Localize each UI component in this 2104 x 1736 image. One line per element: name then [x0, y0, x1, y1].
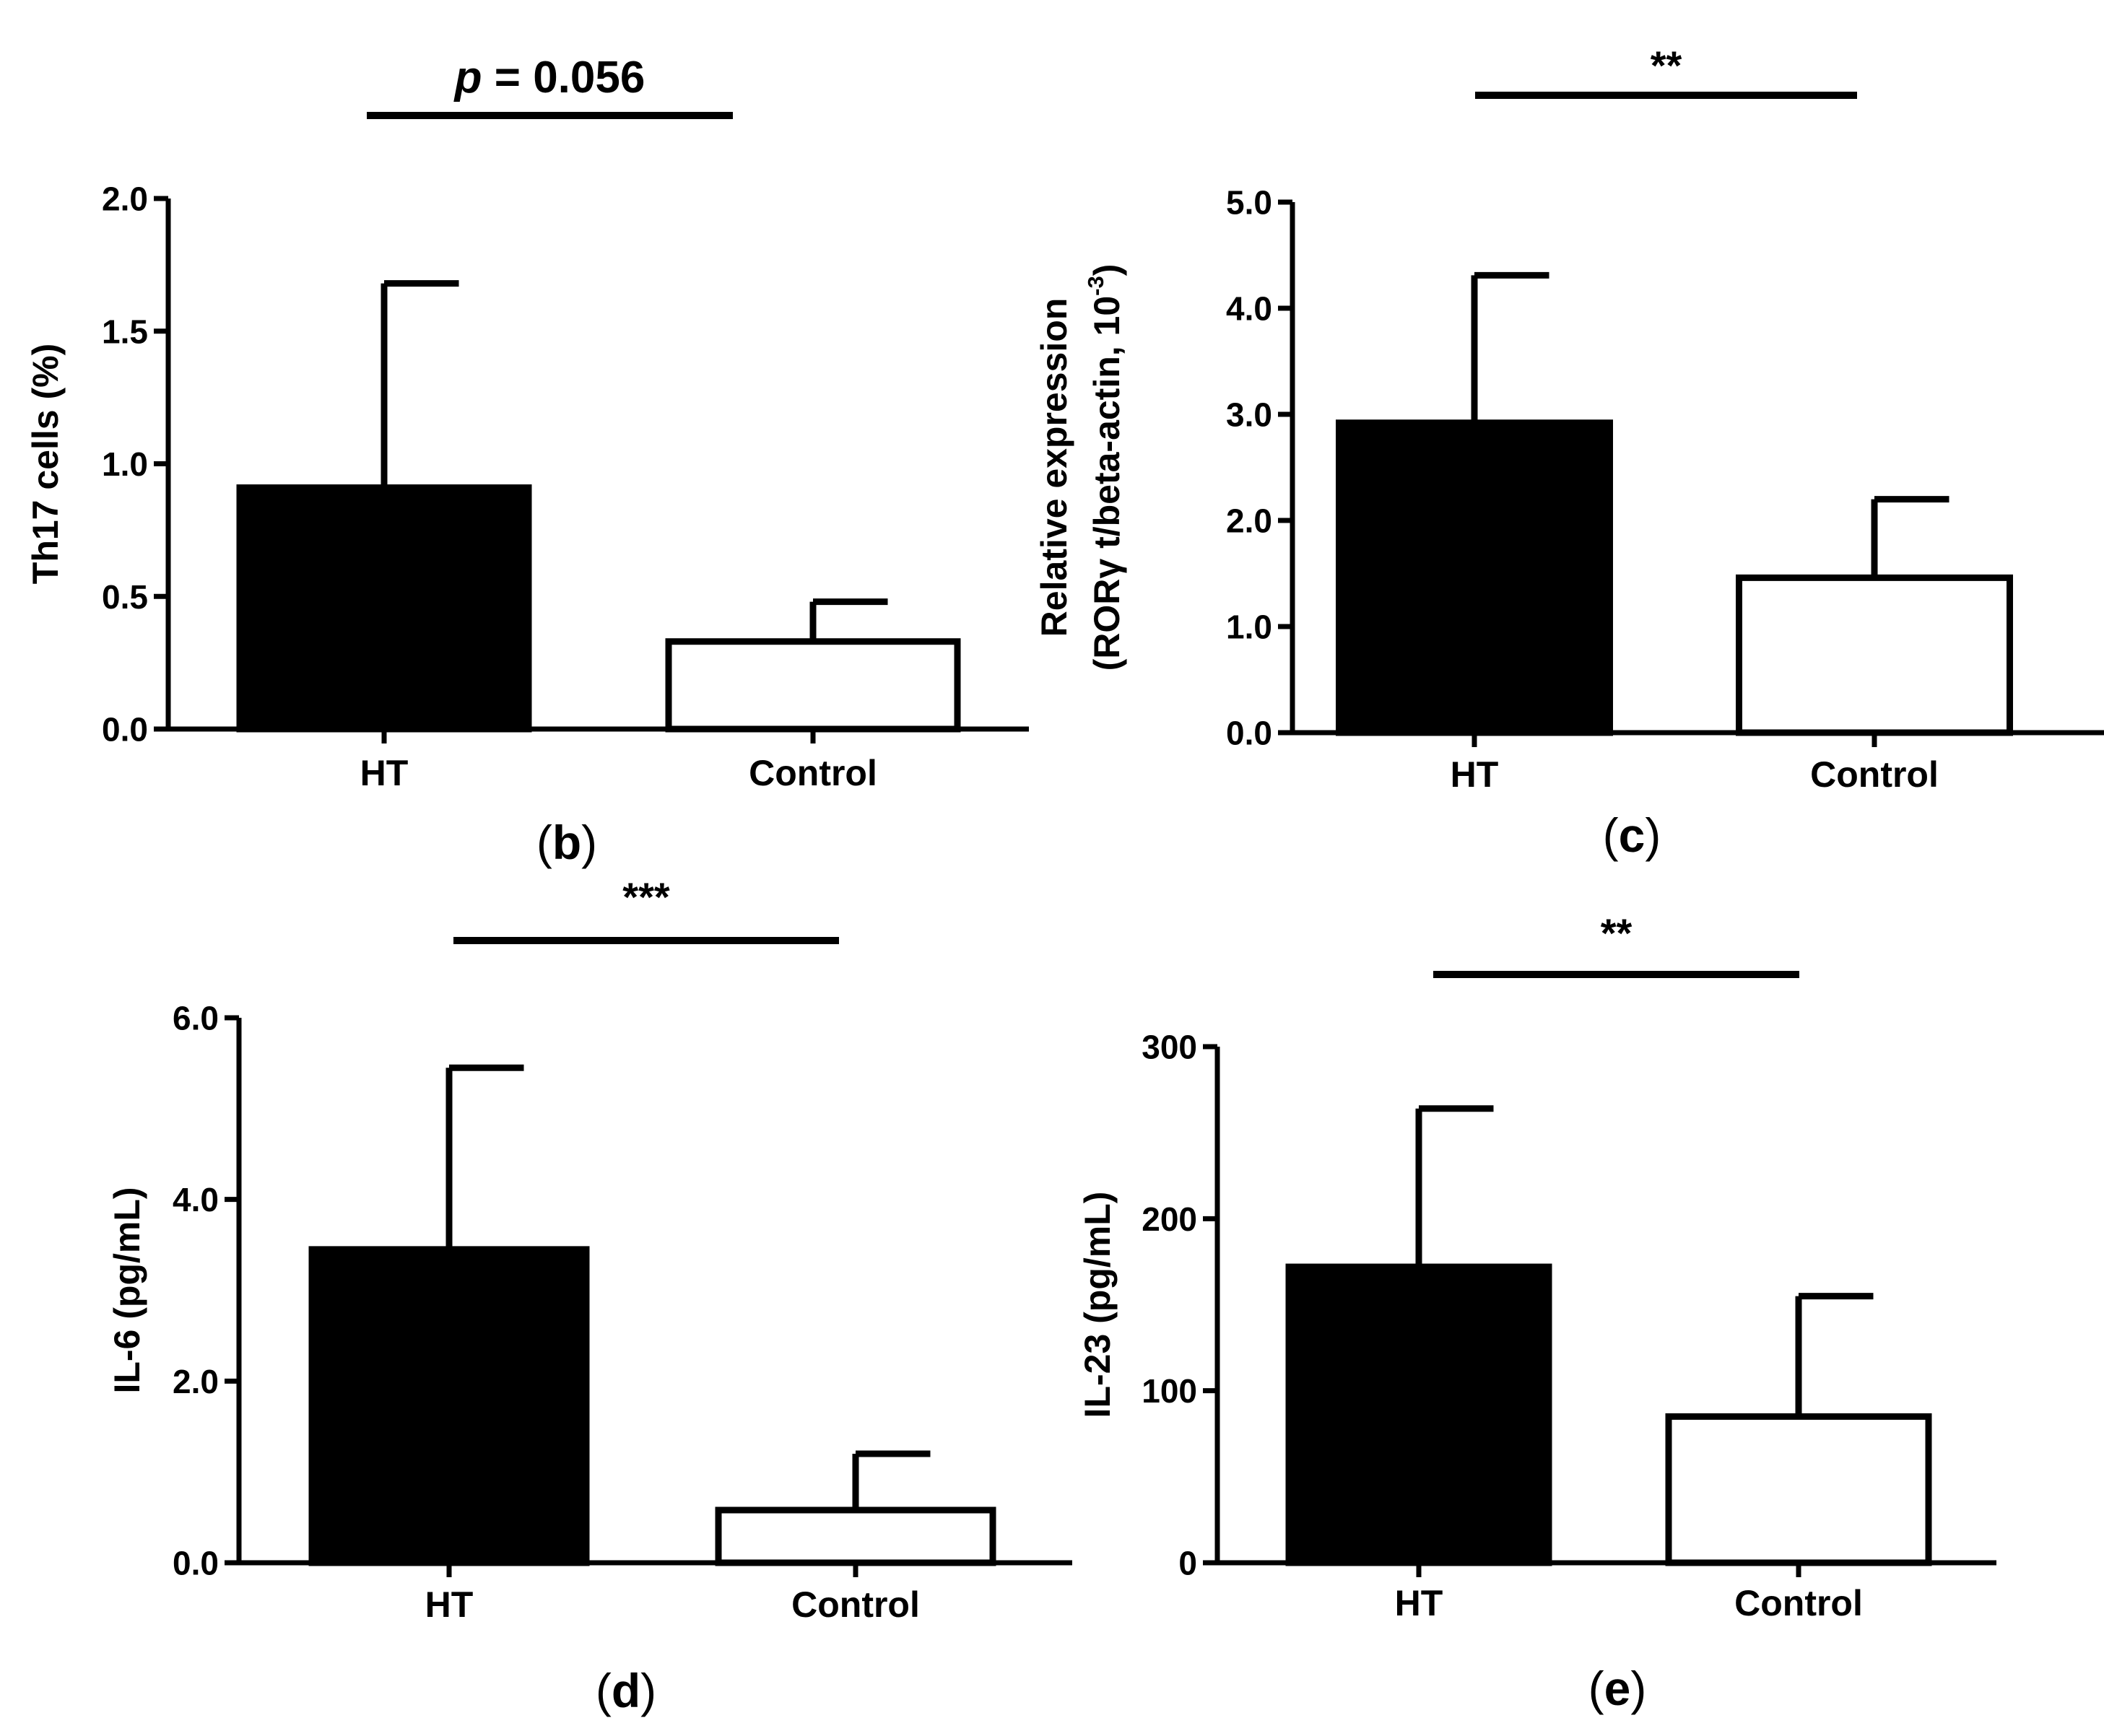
bar-ht: [308, 1246, 590, 1566]
bar-ht: [1336, 419, 1613, 736]
x-tick-label: Control: [749, 753, 877, 793]
significance-label: p = 0.056: [453, 53, 645, 102]
significance-label: ***: [622, 874, 670, 920]
y-tick-label: 1.0: [102, 445, 148, 483]
x-tick-label: HT: [425, 1584, 474, 1625]
y-tick-label: 0: [1178, 1545, 1197, 1582]
x-tick-label: Control: [1734, 1583, 1863, 1623]
y-axis-label: IL-6 (pg/mL): [107, 1187, 147, 1393]
y-tick-label: 0.0: [102, 711, 148, 749]
y-tick-label: 200: [1142, 1200, 1197, 1238]
panel-label: (d): [596, 1664, 656, 1717]
y-tick-label: 0.0: [173, 1545, 219, 1582]
y-tick-label: 2.0: [173, 1363, 219, 1400]
panel-label-open: (: [1603, 808, 1619, 862]
y-tick-label: 1.5: [102, 313, 148, 350]
y-tick-label: 1.0: [1226, 609, 1272, 646]
bar-control: [1665, 1413, 1932, 1566]
y-tick-label: 6.0: [173, 1000, 219, 1037]
y-tick-label: 2.0: [1226, 502, 1272, 540]
panel-label-close: ): [1645, 808, 1661, 862]
significance-label: **: [1651, 43, 1682, 88]
significance-p: p: [453, 53, 482, 102]
panel-label-close: ): [640, 1664, 656, 1717]
chart-panel-d: 0.0 2.0 4.0 6.0 HT Control IL-6 (pg/mL) *** (d): [107, 874, 1072, 1717]
panel-label: (c): [1603, 808, 1661, 862]
y-tick-label: 3.0: [1226, 396, 1272, 434]
y-tick-label: 0.0: [1226, 715, 1272, 752]
y-tick-label: 4.0: [1226, 290, 1272, 328]
panel-label-letter: e: [1604, 1662, 1631, 1715]
bar-ht: [236, 484, 532, 733]
bar-control: [665, 638, 961, 733]
y-axis-label-exponent: -3: [1083, 276, 1108, 296]
panel-label-close: ): [1630, 1662, 1646, 1715]
y-tick-label: 2.0: [102, 180, 148, 218]
y-tick-label: 100: [1142, 1372, 1197, 1410]
x-tick-label: HT: [360, 753, 409, 793]
y-tick-label: 300: [1142, 1029, 1197, 1066]
panel-label: (e): [1588, 1662, 1647, 1715]
panel-label-open: (: [596, 1664, 612, 1717]
chart-panel-b: 0.0 0.5 1.0 1.5 2.0 HT Control Th17 cells (%) p …: [25, 53, 1029, 869]
y-axis-label-units-text: (RORγ t/beta-actin, 10: [1087, 296, 1127, 671]
y-axis-label: IL-23 (pg/mL): [1077, 1192, 1118, 1418]
y-axis-label-units: (RORγ t/beta-actin, 10-3): [1083, 264, 1127, 671]
panel-label-open: (: [536, 816, 552, 869]
panel-label-letter: d: [612, 1664, 640, 1717]
y-axis-label: Th17 cells (%): [25, 344, 66, 584]
y-tick-label: 4.0: [173, 1181, 219, 1218]
panel-label-letter: b: [552, 816, 581, 869]
panel-label: (b): [536, 816, 597, 869]
panel-label-letter: c: [1619, 808, 1646, 862]
y-tick-label: 5.0: [1226, 184, 1272, 222]
chart-panel-e: 0 100 200 300 HT Control IL-23 (pg/mL) ** (e): [1077, 910, 1996, 1715]
x-tick-label: Control: [791, 1584, 920, 1625]
x-tick-label: HT: [1451, 754, 1499, 795]
y-axis-label-close: ): [1087, 264, 1127, 276]
significance-value: = 0.056: [482, 53, 645, 102]
panel-label-close: ): [581, 816, 597, 869]
bar-control: [715, 1506, 996, 1566]
y-axis-label: Relative expression: [1034, 298, 1074, 637]
x-tick-label: HT: [1395, 1583, 1443, 1623]
bar-control: [1736, 574, 2013, 736]
x-tick-label: Control: [1810, 754, 1939, 795]
panel-label-open: (: [1588, 1662, 1604, 1715]
chart-panel-c: 0.0 1.0 2.0 3.0 4.0 5.0 HT Control Relative expr…: [1034, 43, 2104, 862]
bar-ht: [1285, 1263, 1552, 1566]
y-tick-label: 0.5: [102, 578, 148, 616]
significance-label: **: [1601, 910, 1633, 956]
